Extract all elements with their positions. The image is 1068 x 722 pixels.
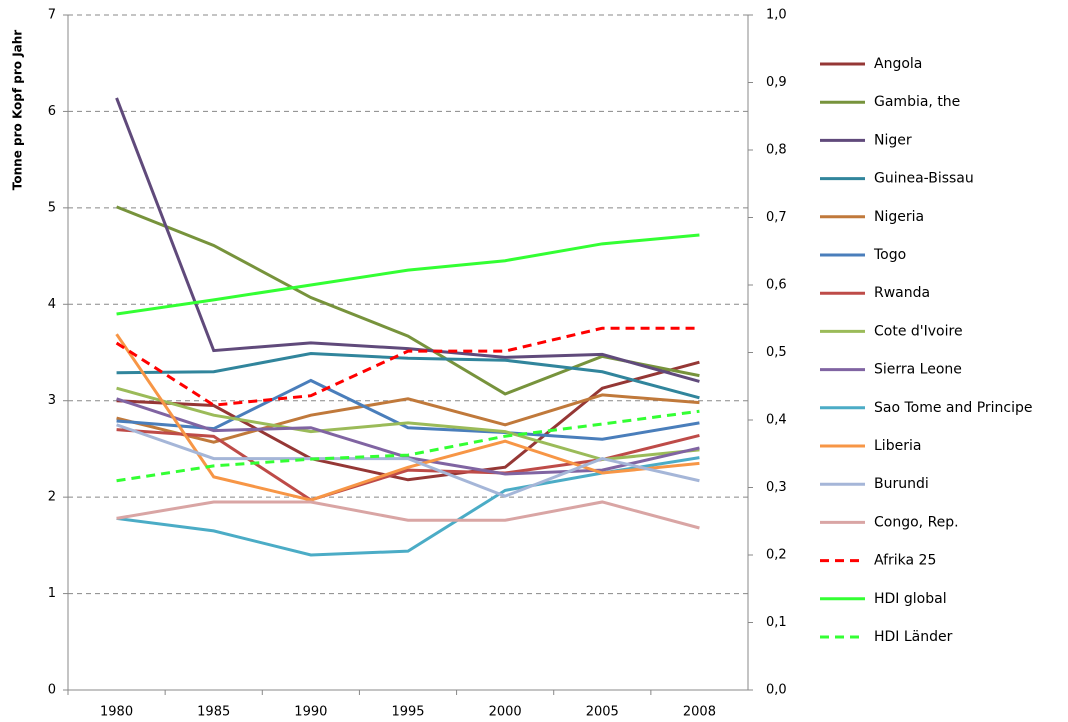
legend-label: Cote d'Ivoire <box>874 323 963 339</box>
series-line <box>116 360 700 482</box>
y2-tick-label: 0,5 <box>766 345 787 360</box>
y2-tick-label: 0,1 <box>766 615 787 630</box>
series-line <box>115 97 700 383</box>
legend-label: Togo <box>873 247 906 263</box>
legend-label: Sao Tome and Principe <box>874 400 1033 416</box>
y-tick-label: 5 <box>48 200 56 215</box>
series-line <box>116 205 700 396</box>
y-tick-label: 3 <box>48 393 56 408</box>
series-line <box>116 409 700 483</box>
y-tick-label: 2 <box>48 490 56 505</box>
x-tick-label: 1990 <box>294 705 327 720</box>
y-tick-label: 7 <box>48 8 56 23</box>
legend-label: HDI global <box>874 591 947 607</box>
y-tick-label: 1 <box>48 586 56 601</box>
legend-label: Nigeria <box>874 209 924 225</box>
legend-label: Rwanda <box>874 285 930 301</box>
y-tick-label: 6 <box>48 104 56 119</box>
x-tick-label: 2005 <box>586 705 619 720</box>
y2-tick-label: 0,2 <box>766 548 787 563</box>
y-tick-label: 0 <box>48 683 56 698</box>
y2-tick-label: 0,3 <box>766 480 787 495</box>
legend-label: Niger <box>874 132 912 148</box>
series-line <box>116 500 700 530</box>
legend-label: Angola <box>874 56 922 72</box>
x-tick-label: 1980 <box>100 705 133 720</box>
y2-tick-label: 0,7 <box>766 210 787 225</box>
series-line <box>116 423 700 498</box>
series-line <box>115 333 700 502</box>
legend-label: Afrika 25 <box>874 553 936 569</box>
legend-label: Liberia <box>874 438 921 454</box>
series-line <box>116 378 700 441</box>
x-tick-label: 1985 <box>197 705 230 720</box>
y2-tick-label: 1,0 <box>766 8 787 23</box>
series-line <box>116 233 700 316</box>
series-line <box>116 393 700 444</box>
y-tick-label: 4 <box>48 297 56 312</box>
x-tick-label: 2008 <box>683 705 716 720</box>
legend-label: HDI Länder <box>874 629 953 645</box>
x-tick-label: 1995 <box>391 705 424 720</box>
x-tick-label: 2000 <box>489 705 522 720</box>
y2-tick-label: 0,4 <box>766 413 787 428</box>
y2-tick-label: 0,0 <box>766 683 787 698</box>
legend-label: Gambia, the <box>874 94 960 110</box>
series-line <box>115 326 700 407</box>
y2-tick-label: 0,9 <box>766 75 787 90</box>
legend-label: Congo, Rep. <box>874 514 959 530</box>
legend-label: Sierra Leone <box>874 362 962 378</box>
y-axis-label: Tonne pro Kopf pro Jahr <box>11 30 25 191</box>
y2-tick-label: 0,8 <box>766 143 787 158</box>
series-line <box>116 351 700 400</box>
legend-label: Guinea-Bissau <box>874 171 974 187</box>
y2-tick-label: 0,6 <box>766 278 787 293</box>
legend-label: Burundi <box>874 476 929 492</box>
